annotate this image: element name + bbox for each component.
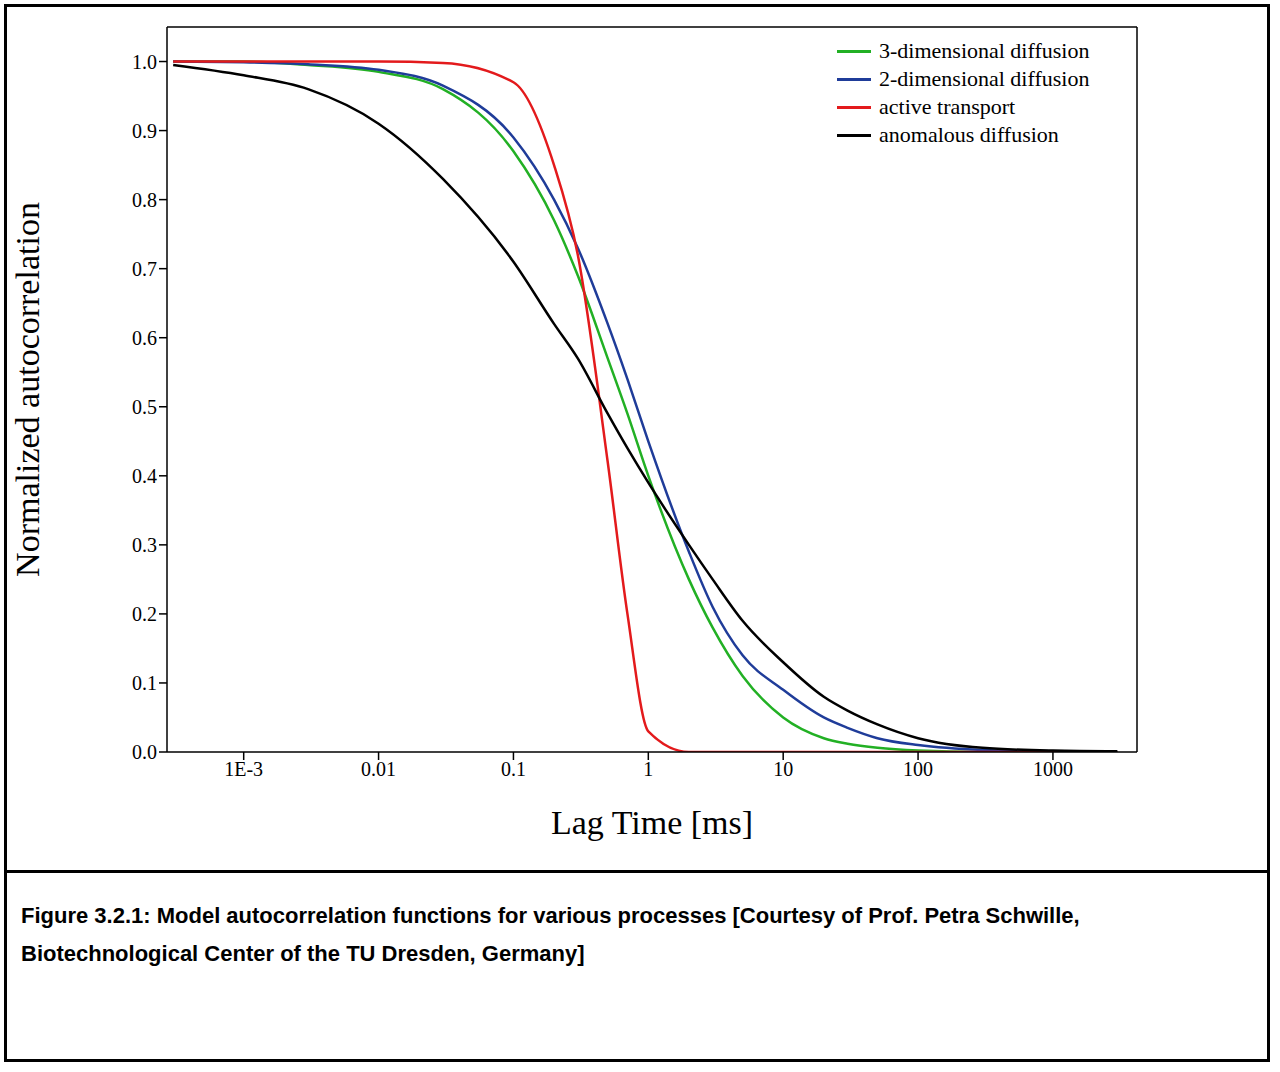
svg-text:1E-3: 1E-3 [224,758,263,780]
svg-text:0.1: 0.1 [501,758,526,780]
svg-text:100: 100 [903,758,933,780]
html-text:anomalous diffusion: anomalous diffusion [879,122,1059,147]
svg-text:1000: 1000 [1033,758,1073,780]
svg-text:10: 10 [773,758,793,780]
svg-text:Normalized autocorrelation: Normalized autocorrelation [9,202,46,577]
svg-text:0.3: 0.3 [132,534,157,556]
svg-text:0.6: 0.6 [132,327,157,349]
html-text:Figure 3.2.1: Model autocorrel: Figure 3.2.1: Model autocorrelation func… [21,903,1080,966]
svg-text:0.4: 0.4 [132,465,157,487]
html-text:3-dimensional diffusion: 3-dimensional diffusion [879,38,1090,63]
svg-text:0.2: 0.2 [132,603,157,625]
svg-text:0.9: 0.9 [132,120,157,142]
svg-text:1: 1 [643,758,653,780]
html-text:active transport: active transport [879,94,1016,119]
svg-text:0.0: 0.0 [132,741,157,763]
html-text:2-dimensional diffusion: 2-dimensional diffusion [879,66,1090,91]
svg-text:0.01: 0.01 [361,758,396,780]
svg-text:1.0: 1.0 [132,51,157,73]
svg-text:0.5: 0.5 [132,396,157,418]
svg-text:Lag Time [ms]: Lag Time [ms] [551,804,753,841]
svg-text:0.8: 0.8 [132,189,157,211]
svg-text:0.1: 0.1 [132,672,157,694]
svg-text:0.7: 0.7 [132,258,157,280]
